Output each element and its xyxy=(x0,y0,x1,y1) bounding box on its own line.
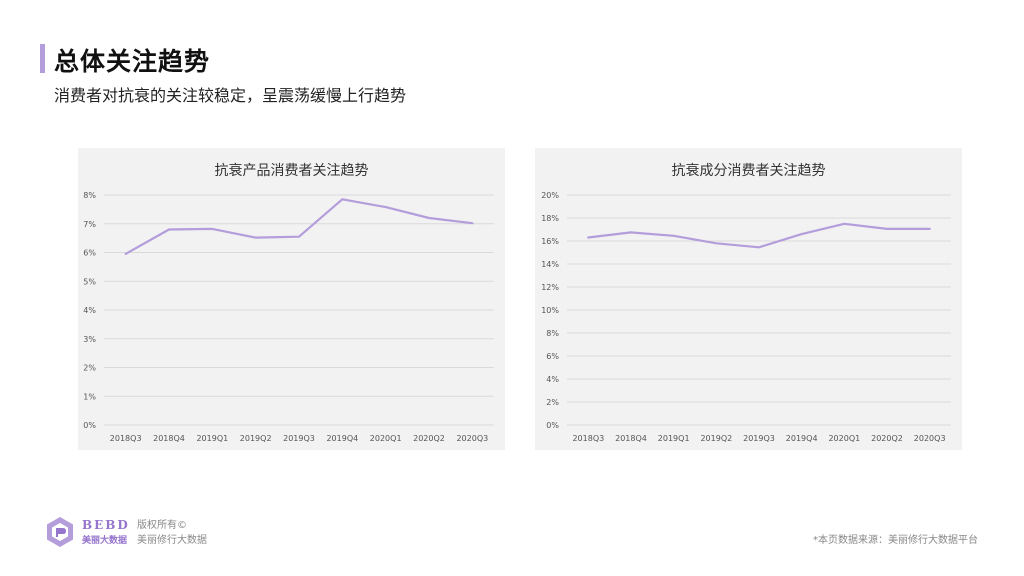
x-tick-label: 2020Q2 xyxy=(413,434,445,443)
chart-title: 抗衰成分消费者关注趋势 xyxy=(672,162,826,179)
x-tick-label: 2020Q2 xyxy=(871,434,903,443)
x-tick-label: 2019Q2 xyxy=(700,434,732,443)
chart-title: 抗衰产品消费者关注趋势 xyxy=(215,162,369,179)
chart-products: 抗衰产品消费者关注趋势 0% 1% 2% 3% 4% 5% 6% 7% 8% 2018Q3 2018Q… xyxy=(83,162,494,443)
bebd-logo-icon xyxy=(47,517,73,547)
y-tick-label: 1% xyxy=(83,392,96,401)
x-tick-label: 2018Q4 xyxy=(153,434,185,443)
logo-text-cn: 美丽大数据 xyxy=(82,536,128,546)
chart-ingredients: 抗衰成分消费者关注趋势 0% 2% 4% 6% 8% 10% 12% 14% 16% 18% 20% 2… xyxy=(541,162,951,443)
x-tick-label: 2019Q2 xyxy=(240,434,272,443)
y-tick-label: 16% xyxy=(541,237,559,246)
title-accent-bar xyxy=(40,44,45,73)
x-tick-label: 2020Q3 xyxy=(914,434,946,443)
x-tick-label: 2018Q4 xyxy=(615,434,647,443)
y-tick-label: 12% xyxy=(541,283,559,292)
x-tick-label: 2020Q1 xyxy=(828,434,860,443)
x-tick-label: 2019Q3 xyxy=(743,434,775,443)
page-subtitle: 消费者对抗衰的关注较稳定，呈震荡缓慢上行趋势 xyxy=(54,86,407,105)
x-tick-label: 2018Q3 xyxy=(110,434,142,443)
y-tick-label: 6% xyxy=(546,352,559,361)
chart-panel-ingredients: 抗衰成分消费者关注趋势 0% 2% 4% 6% 8% 10% 12% 14% 16% 18% 20% 2… xyxy=(535,148,962,450)
y-tick-label: 8% xyxy=(83,191,96,200)
y-tick-label: 4% xyxy=(83,306,96,315)
y-tick-label: 6% xyxy=(83,249,96,258)
x-tick-label: 2018Q3 xyxy=(572,434,604,443)
y-tick-label: 5% xyxy=(83,277,96,286)
x-tick-label: 2019Q3 xyxy=(283,434,315,443)
y-tick-label: 2% xyxy=(546,398,559,407)
y-tick-label: 18% xyxy=(541,214,559,223)
series-line xyxy=(587,222,931,249)
page-title: 总体关注趋势 xyxy=(54,47,211,76)
x-tick-label: 2019Q1 xyxy=(658,434,690,443)
y-tick-label: 10% xyxy=(541,306,559,315)
chart-panel-products: 抗衰产品消费者关注趋势 0% 1% 2% 3% 4% 5% 6% 7% 8% 2018Q3 2018Q… xyxy=(78,148,505,450)
y-tick-label: 8% xyxy=(546,329,559,338)
x-tick-label: 2019Q1 xyxy=(196,434,228,443)
y-tick-label: 7% xyxy=(83,220,96,229)
y-tick-label: 0% xyxy=(546,421,559,430)
y-tick-label: 4% xyxy=(546,375,559,384)
copyright-line-2: 美丽修行大数据 xyxy=(137,535,207,546)
source-note: *本页数据来源：美丽修行大数据平台 xyxy=(813,535,978,546)
copyright-line-1: 版权所有© xyxy=(137,520,187,531)
y-tick-label: 0% xyxy=(83,421,96,430)
y-tick-label: 3% xyxy=(83,335,96,344)
series-line xyxy=(124,198,474,256)
copyright: 版权所有© 美丽修行大数据 xyxy=(137,518,207,548)
x-tick-label: 2020Q1 xyxy=(370,434,402,443)
y-tick-label: 14% xyxy=(541,260,559,269)
x-tick-label: 2019Q4 xyxy=(326,434,358,443)
logo-text-en: BEBD xyxy=(82,518,130,532)
x-tick-label: 2020Q3 xyxy=(456,434,488,443)
x-tick-label: 2019Q4 xyxy=(786,434,818,443)
y-tick-label: 2% xyxy=(83,364,96,373)
y-tick-label: 20% xyxy=(541,191,559,200)
